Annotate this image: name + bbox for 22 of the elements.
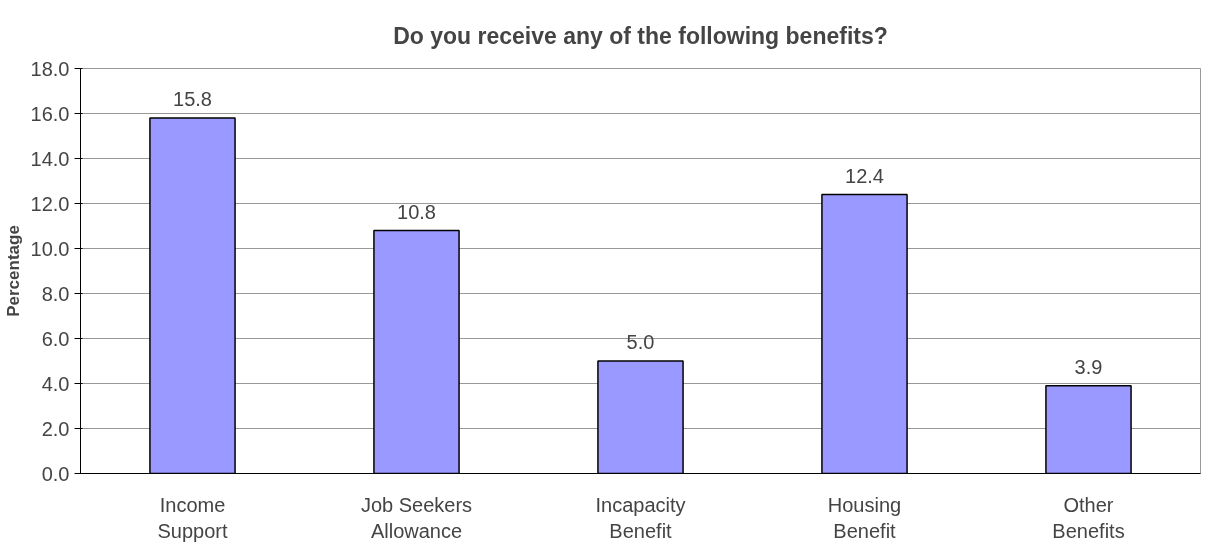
x-tick-label: Incapacity Benefit bbox=[595, 493, 686, 542]
x-tick-label: Income Support bbox=[157, 493, 228, 542]
y-axis-title: Percentage bbox=[3, 225, 23, 317]
x-tick-label: Other Benefits bbox=[1052, 493, 1125, 542]
data-label: 12.4 bbox=[845, 164, 884, 187]
y-tick-label: 16.0 bbox=[30, 102, 70, 125]
y-tick-label: 18.0 bbox=[30, 57, 70, 80]
y-tick-label: 0.0 bbox=[41, 462, 70, 485]
data-label: 10.8 bbox=[397, 200, 436, 223]
y-tick-label: 8.0 bbox=[41, 282, 70, 305]
x-tick-label: Housing Benefit bbox=[827, 493, 902, 542]
data-label: 3.9 bbox=[1074, 355, 1103, 378]
data-label: 5.0 bbox=[626, 331, 655, 353]
y-tick-label: 14.0 bbox=[30, 147, 70, 170]
x-tick-label: Job Seekers Allowance bbox=[360, 493, 473, 542]
chart-title: Do you receive any of the following benefits? bbox=[393, 22, 888, 49]
data-label: 15.8 bbox=[173, 88, 212, 110]
y-tick-label: 6.0 bbox=[41, 327, 70, 350]
y-tick-label: 2.0 bbox=[41, 417, 70, 440]
y-tick-label: 4.0 bbox=[41, 372, 70, 395]
y-tick-label: 12.0 bbox=[30, 192, 70, 215]
y-tick-label: 10.0 bbox=[30, 237, 70, 260]
